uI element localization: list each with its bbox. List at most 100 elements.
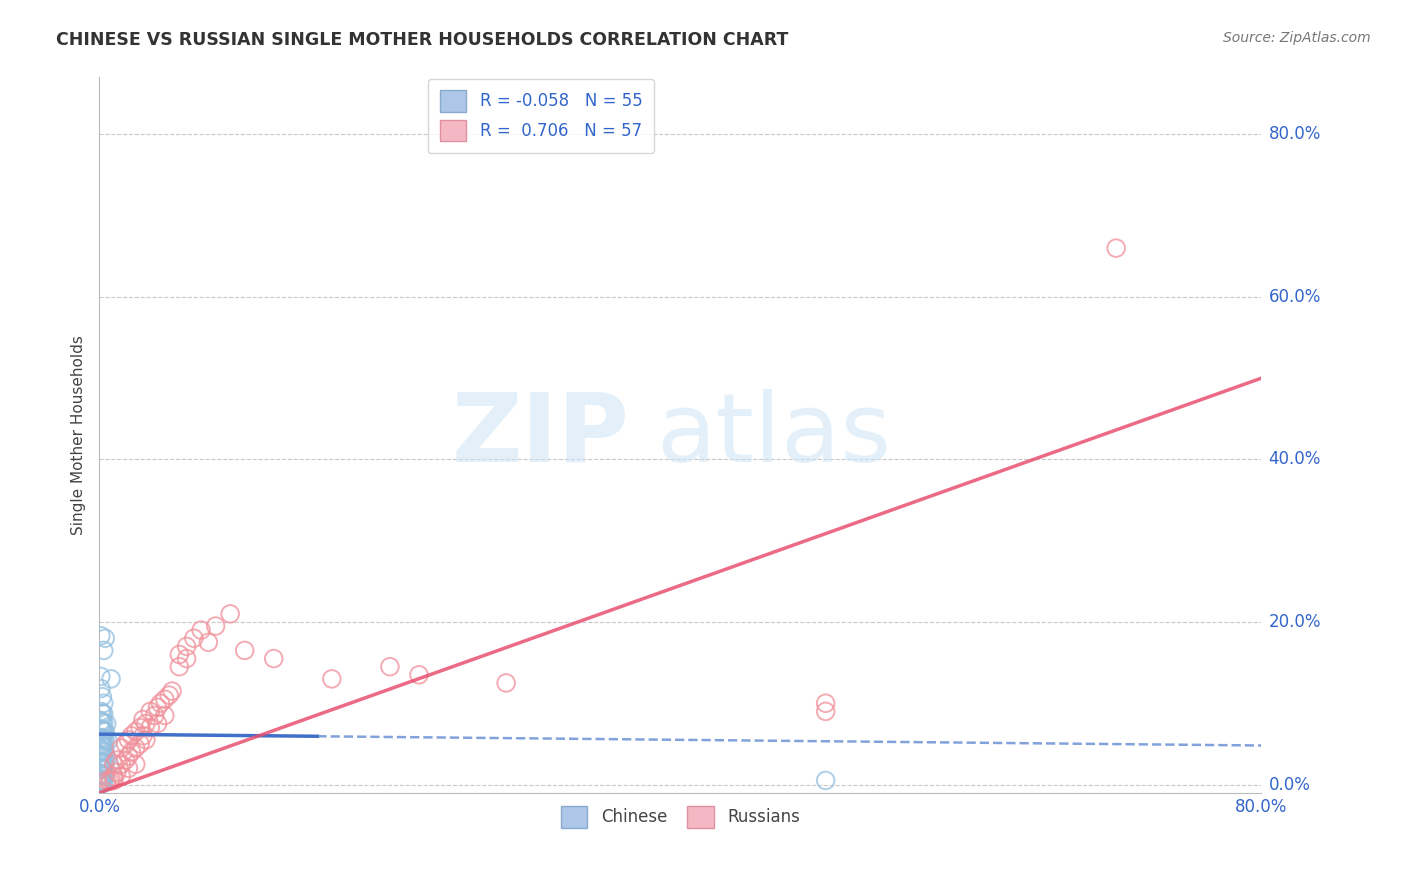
Point xyxy=(93,768,115,782)
Text: 0.0%: 0.0% xyxy=(1268,775,1310,794)
Point xyxy=(157,688,180,702)
Point xyxy=(98,774,121,789)
Point xyxy=(90,737,112,751)
Point xyxy=(91,776,114,790)
Point xyxy=(117,749,139,764)
Point xyxy=(110,741,132,756)
Point xyxy=(93,643,115,657)
Point xyxy=(100,672,122,686)
Point xyxy=(91,738,114,752)
Point xyxy=(204,619,226,633)
Point xyxy=(96,751,118,765)
Point xyxy=(97,733,120,747)
Point xyxy=(91,723,114,737)
Point xyxy=(91,777,114,791)
Point xyxy=(91,773,114,788)
Point xyxy=(90,723,112,737)
Point xyxy=(96,716,118,731)
Point xyxy=(125,757,148,772)
Point xyxy=(91,768,114,782)
Point xyxy=(110,757,132,772)
Point xyxy=(103,769,125,783)
Point xyxy=(90,742,112,756)
Point xyxy=(114,737,136,751)
Point xyxy=(94,757,117,772)
Text: CHINESE VS RUSSIAN SINGLE MOTHER HOUSEHOLDS CORRELATION CHART: CHINESE VS RUSSIAN SINGLE MOTHER HOUSEHO… xyxy=(56,31,789,49)
Point xyxy=(190,623,212,637)
Point xyxy=(135,732,157,747)
Point xyxy=(90,749,112,764)
Point xyxy=(149,696,172,710)
Point xyxy=(96,773,118,788)
Text: 40.0%: 40.0% xyxy=(1268,450,1322,468)
Point xyxy=(91,762,114,776)
Point xyxy=(135,716,157,731)
Text: ZIP: ZIP xyxy=(453,389,630,482)
Point xyxy=(93,696,115,710)
Point xyxy=(153,692,176,706)
Point xyxy=(90,681,112,696)
Point xyxy=(814,705,837,719)
Point xyxy=(139,705,162,719)
Point xyxy=(160,684,183,698)
Point xyxy=(197,635,219,649)
Point xyxy=(132,713,155,727)
Point xyxy=(408,668,430,682)
Text: 20.0%: 20.0% xyxy=(1268,613,1322,631)
Point xyxy=(117,732,139,747)
Point xyxy=(91,743,114,757)
Point xyxy=(263,651,285,665)
Point xyxy=(321,672,343,686)
Point xyxy=(129,737,152,751)
Point xyxy=(93,706,115,721)
Point xyxy=(93,776,115,790)
Point xyxy=(495,676,517,690)
Point xyxy=(93,744,115,758)
Point xyxy=(93,750,115,764)
Point xyxy=(91,690,114,704)
Point xyxy=(90,761,112,775)
Point xyxy=(91,731,114,746)
Point xyxy=(1105,241,1128,255)
Point xyxy=(94,724,117,739)
Point xyxy=(93,756,115,771)
Point xyxy=(103,757,125,772)
Point xyxy=(94,745,117,759)
Point xyxy=(94,632,117,646)
Point xyxy=(169,648,191,662)
Point xyxy=(125,724,148,739)
Y-axis label: Single Mother Households: Single Mother Households xyxy=(72,335,86,535)
Point xyxy=(94,732,117,747)
Point xyxy=(90,767,112,781)
Point xyxy=(125,741,148,756)
Point xyxy=(93,731,115,746)
Point xyxy=(219,607,242,621)
Point xyxy=(103,773,125,788)
Point xyxy=(169,659,191,673)
Point xyxy=(90,772,112,787)
Point xyxy=(139,721,162,735)
Point xyxy=(114,753,136,767)
Legend: Chinese, Russians: Chinese, Russians xyxy=(554,799,807,834)
Point xyxy=(94,769,117,783)
Text: 80.0%: 80.0% xyxy=(1268,126,1322,144)
Point xyxy=(90,776,112,790)
Point xyxy=(814,773,837,788)
Point xyxy=(98,758,121,772)
Point xyxy=(91,714,114,729)
Point xyxy=(93,715,115,730)
Point xyxy=(90,714,112,728)
Point xyxy=(93,739,115,753)
Point xyxy=(176,640,198,654)
Point xyxy=(105,765,128,780)
Point xyxy=(117,761,139,775)
Point xyxy=(110,769,132,783)
Point xyxy=(93,763,115,777)
Point xyxy=(233,643,256,657)
Point xyxy=(176,651,198,665)
Point xyxy=(90,629,112,643)
Point xyxy=(146,716,169,731)
Point xyxy=(153,708,176,723)
Point xyxy=(378,659,401,673)
Point xyxy=(105,753,128,767)
